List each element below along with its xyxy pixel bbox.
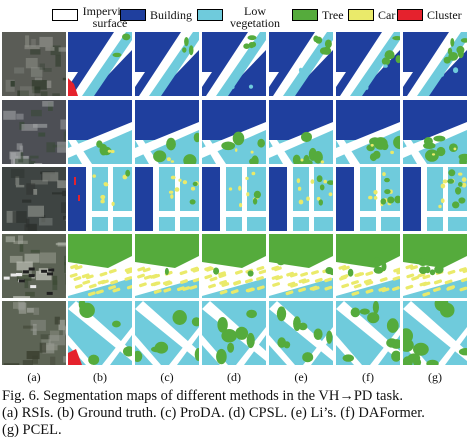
panel-graphic xyxy=(2,167,66,231)
figure-caption: Fig. 6. Segmentation maps of different m… xyxy=(2,388,472,439)
panel-graphic xyxy=(202,301,266,365)
segmentation-map-row-4-col-c xyxy=(135,234,199,298)
rsi-image-row-2 xyxy=(2,100,66,164)
panel-graphic xyxy=(135,167,199,231)
segmentation-map-row-4-col-e xyxy=(269,234,333,298)
segmentation-map-row-1-col-c xyxy=(135,32,199,96)
panel-graphic xyxy=(68,234,132,298)
segmentation-map-row-4-col-d xyxy=(202,234,266,298)
panel-graphic xyxy=(68,167,132,231)
segmentation-grid xyxy=(0,32,474,368)
segmentation-map-row-1-col-e xyxy=(269,32,333,96)
segmentation-map-row-1-col-f xyxy=(336,32,400,96)
column-label-a: (a) xyxy=(2,370,66,385)
segmentation-map-row-4-col-b xyxy=(68,234,132,298)
panel-graphic xyxy=(336,234,400,298)
segmentation-map-row-2-col-c xyxy=(135,100,199,164)
segmentation-map-row-4-col-g xyxy=(403,234,467,298)
segmentation-map-row-5-col-e xyxy=(269,301,333,365)
panel-graphic xyxy=(68,100,132,164)
segmentation-map-row-5-col-b xyxy=(68,301,132,365)
segmentation-map-row-5-col-g xyxy=(403,301,467,365)
caption-line-3: (g) PCEL. xyxy=(2,422,472,439)
segmentation-map-row-1-col-b xyxy=(68,32,132,96)
segmentation-map-row-2-col-e xyxy=(269,100,333,164)
segmentation-map-row-2-col-g xyxy=(403,100,467,164)
segmentation-map-row-2-col-d xyxy=(202,100,266,164)
panel-graphic xyxy=(68,301,132,365)
panel-graphic xyxy=(269,301,333,365)
segmentation-map-row-2-col-b xyxy=(68,100,132,164)
segmentation-map-row-4-col-f xyxy=(336,234,400,298)
segmentation-map-row-3-col-d xyxy=(202,167,266,231)
panel-graphic xyxy=(336,100,400,164)
segmentation-map-row-3-col-b xyxy=(68,167,132,231)
legend-label-tree: Tree xyxy=(322,9,344,21)
panel-graphic xyxy=(135,234,199,298)
panel-graphic xyxy=(269,167,333,231)
segmentation-map-row-3-col-e xyxy=(269,167,333,231)
column-label-f: (f) xyxy=(336,370,400,385)
panel-graphic xyxy=(403,234,467,298)
legend-swatch-cluster xyxy=(397,9,423,21)
panel-graphic xyxy=(202,234,266,298)
column-label-e: (e) xyxy=(269,370,333,385)
segmentation-map-row-3-col-c xyxy=(135,167,199,231)
segmentation-map-row-3-col-f xyxy=(336,167,400,231)
rsi-image-row-5 xyxy=(2,301,66,365)
panel-graphic xyxy=(403,167,467,231)
segmentation-map-row-5-col-c xyxy=(135,301,199,365)
legend-swatch-building xyxy=(120,9,146,21)
segmentation-map-row-2-col-f xyxy=(336,100,400,164)
column-label-b: (b) xyxy=(68,370,132,385)
column-label-d: (d) xyxy=(202,370,266,385)
column-label-g: (g) xyxy=(403,370,467,385)
legend-swatch-impervious xyxy=(52,9,78,21)
column-labels: (a) (b) (c) (d) (e) (f) (g) xyxy=(0,370,474,386)
panel-graphic xyxy=(68,32,132,96)
rsi-image-row-4 xyxy=(2,234,66,298)
legend-swatch-tree xyxy=(292,9,318,21)
panel-graphic xyxy=(2,234,66,298)
panel-graphic xyxy=(403,100,467,164)
panel-graphic xyxy=(135,100,199,164)
panel-graphic xyxy=(269,100,333,164)
column-label-c: (c) xyxy=(135,370,199,385)
panel-graphic xyxy=(202,100,266,164)
panel-graphic xyxy=(269,234,333,298)
rsi-image-row-1 xyxy=(2,32,66,96)
panel-graphic xyxy=(403,301,467,365)
panel-graphic xyxy=(135,32,199,96)
panel-graphic xyxy=(202,32,266,96)
segmentation-map-row-5-col-f xyxy=(336,301,400,365)
panel-graphic xyxy=(2,100,66,164)
caption-line-1: Fig. 6. Segmentation maps of different m… xyxy=(2,388,472,405)
panel-graphic xyxy=(336,301,400,365)
caption-line-2: (a) RSIs. (b) Ground truth. (c) ProDA. (… xyxy=(2,405,472,422)
segmentation-map-row-3-col-g xyxy=(403,167,467,231)
panel-graphic xyxy=(403,32,467,96)
panel-graphic xyxy=(336,167,400,231)
legend-label-car: Car xyxy=(378,9,395,21)
panel-graphic xyxy=(135,301,199,365)
segmentation-map-row-5-col-d xyxy=(202,301,266,365)
rsi-image-row-3 xyxy=(2,167,66,231)
segmentation-map-row-1-col-g xyxy=(403,32,467,96)
legend-swatch-car xyxy=(348,9,374,21)
panel-graphic xyxy=(2,32,66,96)
legend-label-building: Building xyxy=(150,9,192,21)
panel-graphic xyxy=(2,301,66,365)
panel-graphic xyxy=(269,32,333,96)
legend-swatch-low-vegetation xyxy=(197,9,223,21)
legend-label-cluster: Cluster xyxy=(427,9,462,21)
panel-graphic xyxy=(336,32,400,96)
panel-graphic xyxy=(202,167,266,231)
segmentation-map-row-1-col-d xyxy=(202,32,266,96)
